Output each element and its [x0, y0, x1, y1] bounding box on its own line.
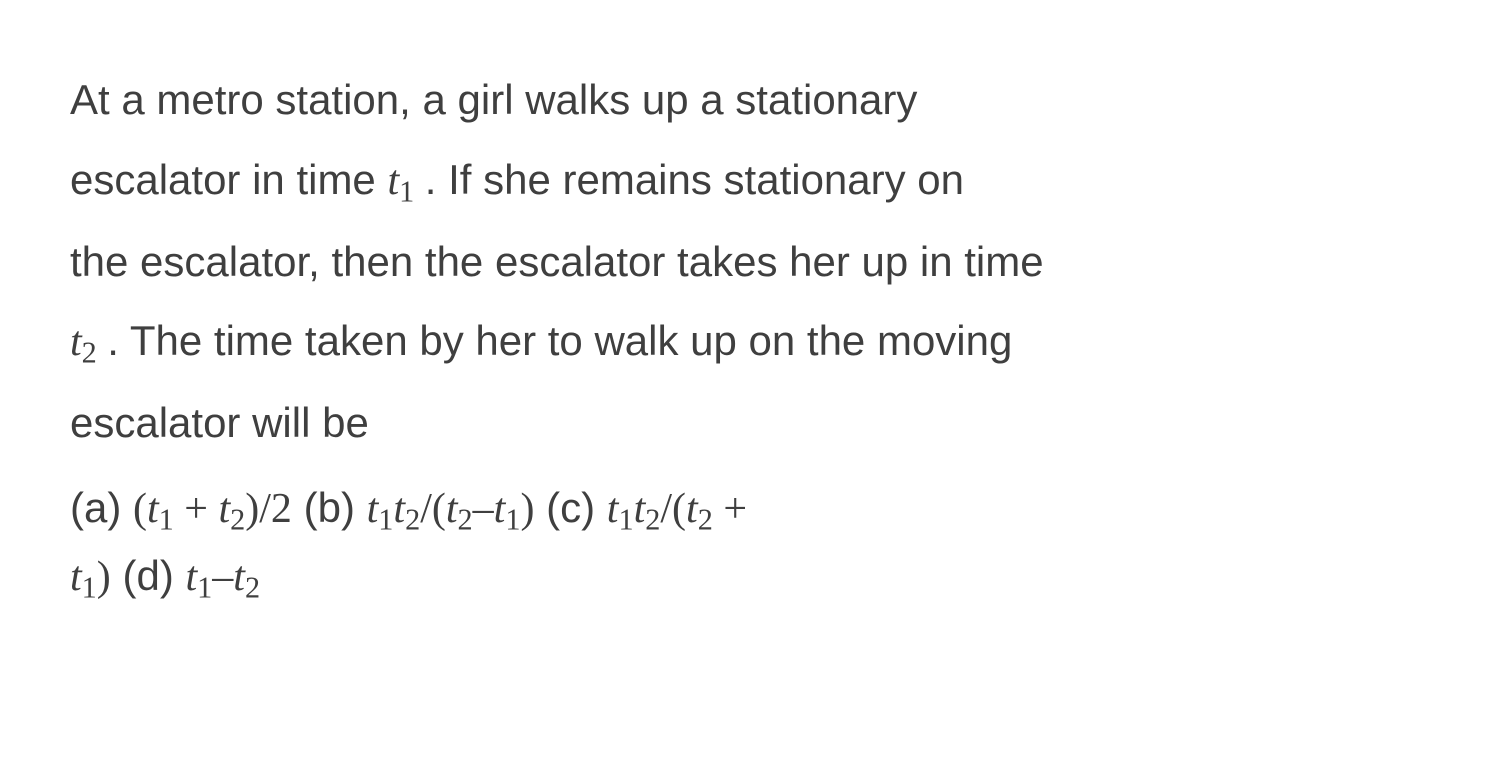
option-a-open: ( [133, 486, 147, 532]
option-b-t1b: t1 [494, 486, 521, 532]
var-t2-letter: t [70, 319, 82, 365]
var-t1-letter: t [387, 158, 399, 204]
opt-d-t1-s: 1 [197, 571, 212, 605]
option-a-plus: + [174, 486, 219, 532]
options-line-1: (a) (t1 + t2)/2 (b) t1t2/(t2–t1) (c) t1t… [70, 475, 1430, 543]
option-b-t2: t2 [393, 486, 420, 532]
opt-c-t2b-v: t [686, 486, 698, 532]
opt-c-t2b-s: 2 [698, 503, 713, 537]
opt-a-t1-v: t [147, 486, 159, 532]
opt-a-t2-s: 2 [230, 503, 245, 537]
opt-b-t2-s: 2 [405, 503, 420, 537]
option-d-minus: – [212, 554, 233, 600]
option-c-label: (c) [546, 484, 607, 531]
option-b-slash: /( [420, 486, 446, 532]
question-line-3: the escalator, then the escalator takes … [70, 222, 1430, 302]
opt-b-t2b-v: t [446, 486, 458, 532]
opt-d-t1-v: t [185, 554, 197, 600]
option-c-t2b: t2 [686, 486, 713, 532]
option-c-t1b: t1 [70, 554, 97, 600]
option-b-t2b: t2 [446, 486, 473, 532]
opt-c-t1-v: t [607, 486, 619, 532]
option-b-label: (b) [304, 484, 367, 531]
var-t1-sub: 1 [399, 174, 414, 208]
question-line-4: t2 . The time taken by her to walk up on… [70, 301, 1430, 383]
option-d-t1: t1 [185, 554, 212, 600]
opt-b-t1b-v: t [494, 486, 506, 532]
opt-a-t2-v: t [218, 486, 230, 532]
var-t2-sub: 2 [82, 336, 97, 370]
option-c-t2: t2 [634, 486, 661, 532]
option-d-label: (d) [122, 552, 185, 599]
opt-b-t2-v: t [393, 486, 405, 532]
opt-c-t1b-s: 1 [82, 571, 97, 605]
option-c-plus: + [713, 486, 747, 532]
question-block: At a metro station, a girl walks up a st… [0, 0, 1500, 612]
opt-c-t2-s: 2 [645, 503, 660, 537]
opt-b-t1-v: t [367, 486, 379, 532]
question-line-2b: . If she remains stationary on [425, 156, 964, 203]
options-line-2: t1) (d) t1–t2 [70, 543, 1430, 611]
question-line-1: At a metro station, a girl walks up a st… [70, 60, 1430, 140]
opt-c-t1-s: 1 [618, 503, 633, 537]
opt-d-t2-v: t [233, 554, 245, 600]
opt-a-t1-s: 1 [159, 503, 174, 537]
question-line-4b: . The time taken by her to walk up on th… [107, 317, 1012, 364]
option-b-t1: t1 [367, 486, 394, 532]
opt-b-t1-s: 1 [378, 503, 393, 537]
opt-c-t1b-v: t [70, 554, 82, 600]
option-a-t2: t2 [218, 486, 245, 532]
option-c-slash: /( [660, 486, 686, 532]
opt-c-t2-v: t [634, 486, 646, 532]
option-c-t1: t1 [607, 486, 634, 532]
opt-b-t2b-s: 2 [458, 503, 473, 537]
option-a-t1: t1 [147, 486, 174, 532]
var-t1: t1 [387, 158, 424, 204]
option-d-t2: t2 [233, 554, 260, 600]
opt-b-t1b-s: 1 [505, 503, 520, 537]
option-a-label: (a) [70, 484, 133, 531]
option-a-close: )/2 [245, 486, 292, 532]
var-t2: t2 [70, 319, 107, 365]
option-c-close: ) [97, 554, 111, 600]
option-b-close: ) [520, 486, 534, 532]
question-line-5: escalator will be [70, 383, 1430, 463]
question-line-2: escalator in time t1 . If she remains st… [70, 140, 1430, 222]
option-b-minus: – [473, 486, 494, 532]
question-line-2a: escalator in time [70, 156, 387, 203]
options-block: (a) (t1 + t2)/2 (b) t1t2/(t2–t1) (c) t1t… [70, 475, 1430, 612]
opt-d-t2-s: 2 [245, 571, 260, 605]
